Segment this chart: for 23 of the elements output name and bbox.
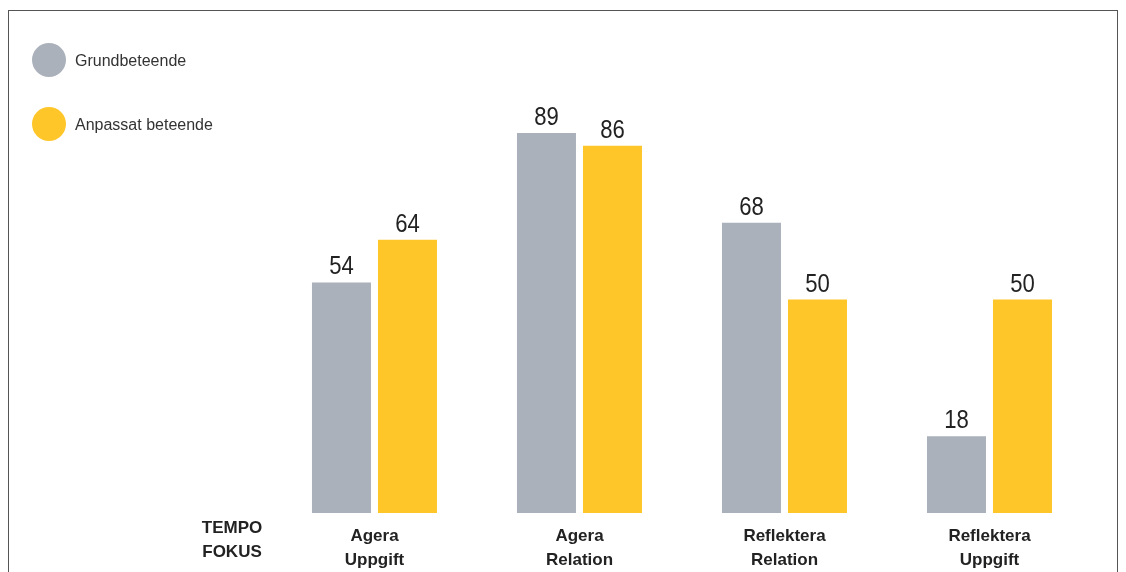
data-label: 89 [534, 101, 559, 131]
bar [992, 299, 1052, 513]
data-label: 86 [600, 114, 625, 144]
bar [516, 133, 576, 513]
bar [582, 145, 642, 513]
bar [311, 282, 371, 513]
data-label: 50 [805, 267, 830, 297]
data-label: 18 [944, 404, 969, 434]
bar [377, 239, 437, 513]
data-label: 68 [739, 190, 764, 221]
bar [721, 222, 781, 513]
data-label: 54 [329, 250, 354, 280]
legend-label: Anpassat beteende [75, 116, 213, 133]
x-tick-label: Reflektera Uppgift [948, 526, 1032, 569]
bar [926, 436, 986, 513]
x-tick-label: Agera Uppgift [344, 526, 405, 569]
x-tick-label: Reflektera Relation [743, 526, 827, 569]
text: TEMPO FOKUS [201, 518, 263, 561]
legend-label: Grundbeteende [75, 52, 187, 69]
bar [787, 299, 847, 513]
data-label: 50 [1010, 267, 1035, 297]
data-label: 64 [395, 208, 420, 238]
x-tick-label: Agera Relation [545, 526, 614, 569]
